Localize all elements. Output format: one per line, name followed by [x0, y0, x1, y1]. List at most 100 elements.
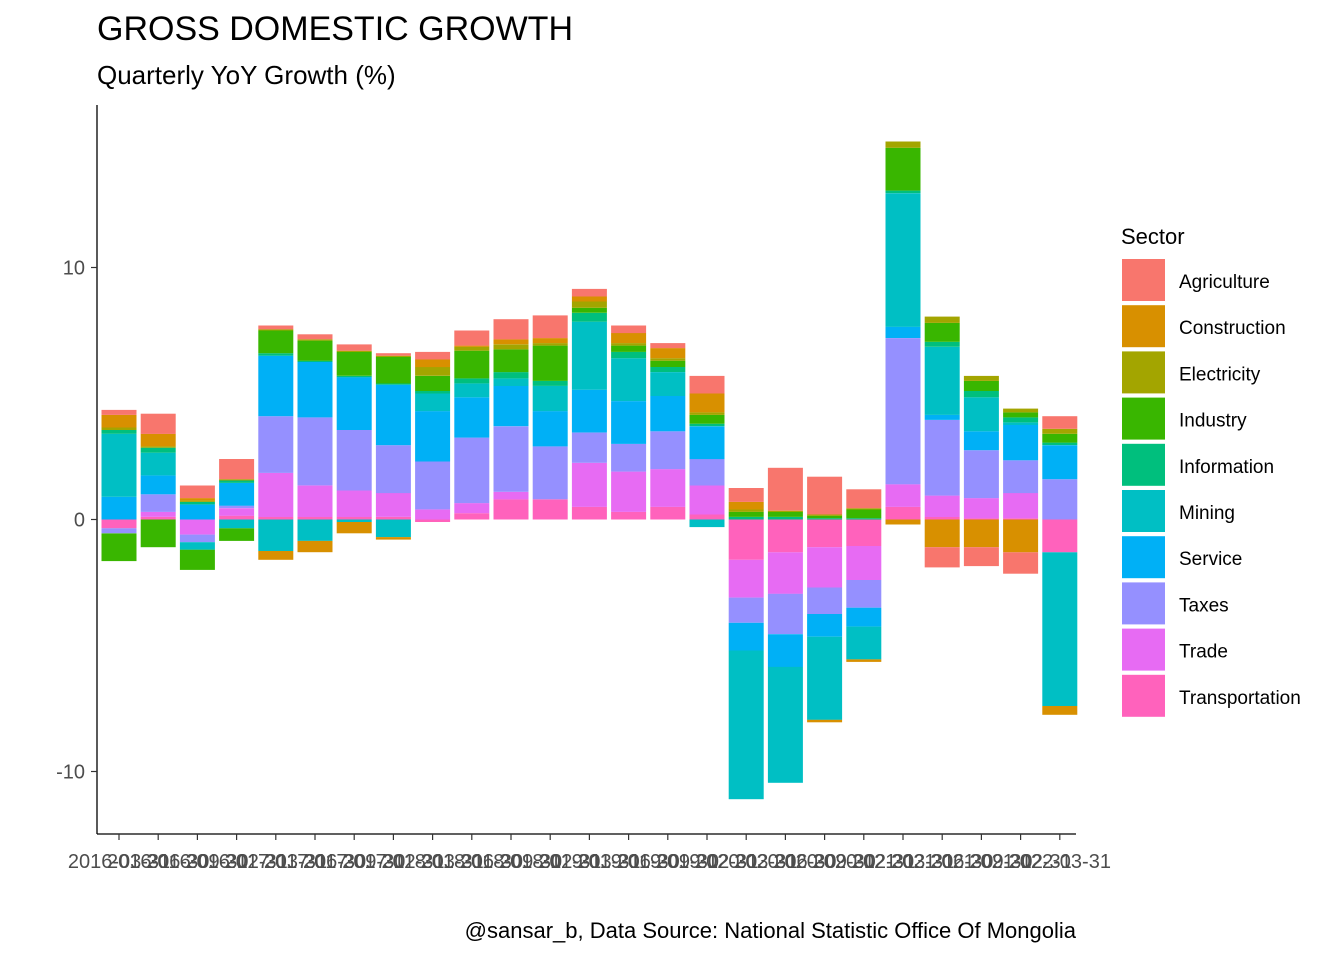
- bar-segment-transportation: [963, 518, 999, 520]
- x-tick-label: 2016-06-30: [107, 851, 209, 873]
- bar-segment-information: [924, 341, 960, 347]
- bar-segment-information: [219, 480, 255, 483]
- bar-segment-industry: [415, 375, 451, 391]
- bar-segment-service: [258, 355, 294, 417]
- bar-segment-industry: [885, 147, 921, 191]
- x-tick-label: 2018-03-31: [381, 851, 483, 873]
- bar-segment-construction: [101, 414, 137, 428]
- bar-segment-industry: [375, 357, 411, 384]
- x-tick-label: 2021-06-30: [891, 851, 993, 873]
- bar-segment-transportation: [336, 517, 372, 520]
- bar-segment-service: [689, 426, 725, 460]
- bar-segment-trade: [885, 484, 921, 507]
- bar-segment-transportation: [571, 506, 607, 520]
- bar-segment-industry: [728, 511, 764, 517]
- legend-label-construction: Construction: [1179, 318, 1286, 339]
- bar-segment-taxes: [846, 580, 882, 608]
- bar-segment-mining: [689, 519, 725, 528]
- bar-segment-information: [101, 430, 137, 434]
- bar-segment-electricity: [375, 355, 411, 357]
- bar-segment-taxes: [611, 443, 647, 472]
- legend-label-trade: Trade: [1179, 642, 1228, 663]
- bar-segment-trade: [179, 519, 215, 535]
- bar-segment-service: [415, 411, 451, 462]
- bar-segment-electricity: [846, 508, 882, 510]
- bar-segment-agriculture: [415, 351, 451, 360]
- bar-segment-electricity: [1003, 408, 1039, 413]
- bar-segment-service: [140, 475, 176, 495]
- bar-segment-transportation: [297, 517, 333, 520]
- bar-segment-transportation: [689, 514, 725, 520]
- bar-segment-electricity: [258, 329, 294, 331]
- bar-segment-construction: [336, 522, 372, 534]
- x-tick-label: 2017-09-30: [303, 851, 405, 873]
- bar-segment-service: [1042, 445, 1078, 480]
- bar-segment-transportation: [493, 499, 529, 520]
- x-tick-label: 2021-03-31: [852, 851, 954, 873]
- bar-segment-service: [297, 362, 333, 418]
- bar-segment-trade: [140, 511, 176, 517]
- x-tick-label: 2020-06-30: [734, 851, 836, 873]
- bar-segment-taxes: [179, 534, 215, 543]
- bar-segment-taxes: [807, 587, 843, 614]
- bar-segment-service: [846, 607, 882, 627]
- bar-segment-electricity: [650, 358, 686, 361]
- bar-segment-taxes: [336, 430, 372, 491]
- bar-segment-transportation: [807, 519, 843, 548]
- bar-segment-taxes: [454, 437, 490, 504]
- bar-segment-construction: [140, 433, 176, 447]
- bar-segment-electricity: [807, 514, 843, 516]
- bar-segment-industry: [101, 533, 137, 562]
- legend-swatch-information: [1122, 443, 1165, 486]
- chart-caption: @sansar_b, Data Source: National Statist…: [464, 918, 1076, 943]
- bar-segment-taxes: [963, 450, 999, 499]
- bar-segment-taxes: [532, 446, 568, 500]
- bar-segment-industry: [650, 360, 686, 367]
- bar-segment-construction: [924, 519, 960, 548]
- bar-segment-construction: [963, 519, 999, 548]
- legend-swatch-construction: [1122, 305, 1165, 348]
- bar-segment-trade: [611, 471, 647, 512]
- bar-segment-information: [1003, 417, 1039, 423]
- bar-segment-mining: [571, 321, 607, 390]
- y-tick-label: -10: [56, 762, 85, 784]
- bar-segment-transportation: [1003, 518, 1039, 520]
- bar-segment-agriculture: [336, 344, 372, 351]
- bar-segment-transportation: [101, 519, 137, 529]
- bar-segment-agriculture: [140, 413, 176, 434]
- bar-segment-service: [885, 326, 921, 338]
- bar-segment-taxes: [297, 417, 333, 486]
- bar-segment-agriculture: [728, 488, 764, 502]
- bar-segment-electricity: [885, 141, 921, 148]
- legend-label-taxes: Taxes: [1179, 595, 1229, 616]
- bar-segment-mining: [454, 383, 490, 398]
- bar-segment-trade: [219, 508, 255, 516]
- bar-segment-electricity: [415, 367, 451, 376]
- bar-segment-industry: [454, 350, 490, 379]
- bar-segment-agriculture: [963, 547, 999, 567]
- bar-segment-service: [454, 397, 490, 438]
- bar-segment-trade: [1003, 493, 1039, 519]
- bar-segment-information: [807, 518, 843, 520]
- bar-segment-mining: [297, 519, 333, 541]
- bar-segment-service: [375, 384, 411, 446]
- bar-segment-taxes: [650, 431, 686, 470]
- bar-segment-trade: [807, 547, 843, 588]
- bar-segment-taxes: [1003, 460, 1039, 494]
- x-tick-label: 2020-12-31: [813, 851, 915, 873]
- legend-swatch-electricity: [1122, 351, 1165, 394]
- bar-segment-construction: [1042, 706, 1078, 715]
- bar-segment-industry: [258, 330, 294, 354]
- bar-segment-mining: [493, 378, 529, 386]
- legend-label-transportation: Transportation: [1179, 688, 1301, 709]
- bar-segment-agriculture: [219, 459, 255, 480]
- bar-segment-mining: [611, 358, 647, 401]
- bar-segment-construction: [846, 659, 882, 662]
- bar-segment-mining: [532, 385, 568, 412]
- bar-segment-construction: [258, 551, 294, 560]
- bar-segment-industry: [963, 380, 999, 391]
- bar-segment-construction: [728, 501, 764, 510]
- bar-segment-mining: [728, 650, 764, 800]
- bar-segment-construction: [454, 345, 490, 347]
- x-tick-label: 2018-06-30: [421, 851, 523, 873]
